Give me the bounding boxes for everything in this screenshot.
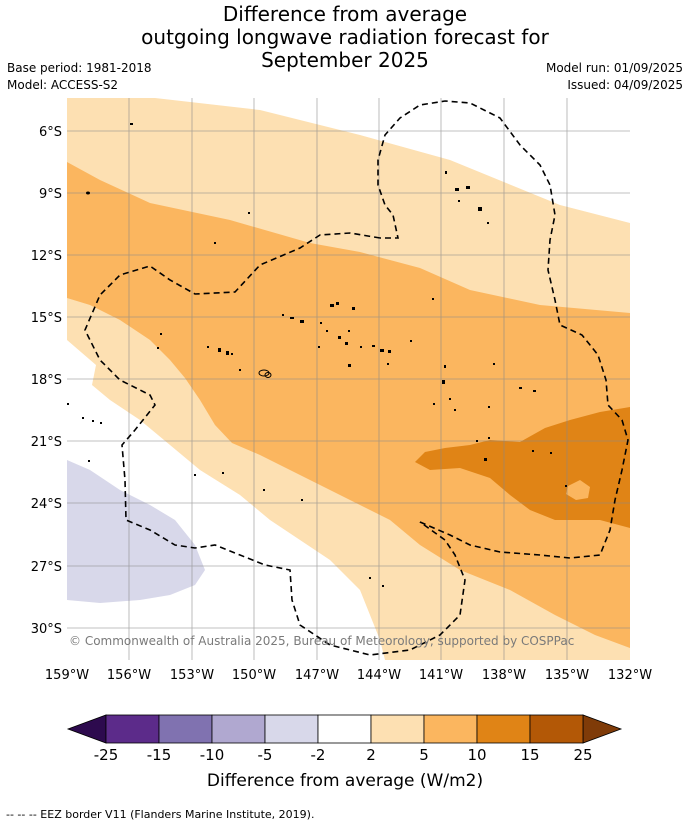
contour-medium-orange (67, 162, 630, 648)
colorbar-segment (317, 714, 372, 744)
colorbar-segment (105, 714, 160, 744)
gridlines (67, 98, 630, 660)
lat-label: 6°S (39, 125, 62, 140)
lat-label: 21°S (31, 435, 62, 450)
lon-label: 153°W (170, 668, 214, 683)
colorbar: -25 -15 -10 -5 -2 2 5 10 15 25 (66, 714, 623, 764)
title-line-3: September 2025 (261, 48, 429, 72)
colorbar-segment (529, 714, 584, 744)
lat-label: 9°S (39, 187, 62, 202)
colorbar-segment (476, 714, 531, 744)
colorbar-tick-label: 25 (573, 746, 592, 764)
colorbar-under-arrow (66, 714, 107, 744)
colorbar-tick-label: -10 (200, 746, 225, 764)
colorbar-tick-label: 5 (419, 746, 429, 764)
lat-label: 15°S (31, 311, 62, 326)
longitude-labels: 159°W 156°W 153°W 150°W 147°W 144°W 141°… (45, 668, 652, 683)
colorbar-tick-label: -2 (311, 746, 326, 764)
colorbar-tick-label: -25 (94, 746, 119, 764)
colorbar-tick-label: -15 (147, 746, 172, 764)
colorbar-over-arrow (582, 714, 623, 744)
lon-label: 147°W (295, 668, 339, 683)
title-line-2: outgoing longwave radiation forecast for (141, 25, 549, 49)
lon-label: 150°W (232, 668, 276, 683)
lat-label: 18°S (31, 373, 62, 388)
colorbar-segment (211, 714, 266, 744)
model-text: Model: ACCESS-S2 (7, 78, 119, 92)
islands (67, 123, 567, 587)
colorbar-segment (158, 714, 213, 744)
colorbar-tick-label: -5 (258, 746, 273, 764)
contour-lavender (67, 460, 205, 603)
base-period-text: Base period: 1981-2018 (7, 61, 152, 75)
colorbar-segment (423, 714, 478, 744)
map-plot-area: © Commonwealth of Australia 2025, Bureau… (67, 98, 630, 660)
lat-label: 27°S (31, 560, 62, 575)
island-outlines (258, 369, 272, 378)
colorbar-tick-label: 15 (520, 746, 539, 764)
eez-footnote: -- -- -- EEZ border V11 (Flanders Marine… (6, 808, 315, 821)
colorbar-tick-label: 10 (467, 746, 486, 764)
colorbar-segment (264, 714, 319, 744)
eez-border (84, 232, 466, 656)
title-line-1: Difference from average (222, 2, 468, 26)
copyright-text: © Commonwealth of Australia 2025, Bureau… (69, 634, 574, 648)
lon-label: 138°W (482, 668, 526, 683)
latitude-labels: 6°S 9°S 12°S 15°S 18°S 21°S 24°S 27°S 30… (31, 125, 62, 637)
model-run-text: Model run: 01/09/2025 (545, 61, 683, 75)
lon-label: 141°W (419, 668, 463, 683)
lon-label: 156°W (107, 668, 151, 683)
contour-hole (566, 480, 590, 500)
colorbar-segment (370, 714, 425, 744)
lat-label: 30°S (31, 622, 62, 637)
eez-border-east (377, 100, 629, 559)
lat-label: 24°S (31, 497, 62, 512)
colorbar-tick-label: 2 (366, 746, 376, 764)
lon-label: 132°W (608, 668, 652, 683)
lon-label: 144°W (357, 668, 401, 683)
lon-label: 159°W (45, 668, 89, 683)
colorbar-label: Difference from average (W/m2) (206, 771, 484, 791)
issued-text: Issued: 04/09/2025 (567, 78, 683, 92)
lat-label: 12°S (31, 249, 62, 264)
lon-label: 135°W (545, 668, 589, 683)
